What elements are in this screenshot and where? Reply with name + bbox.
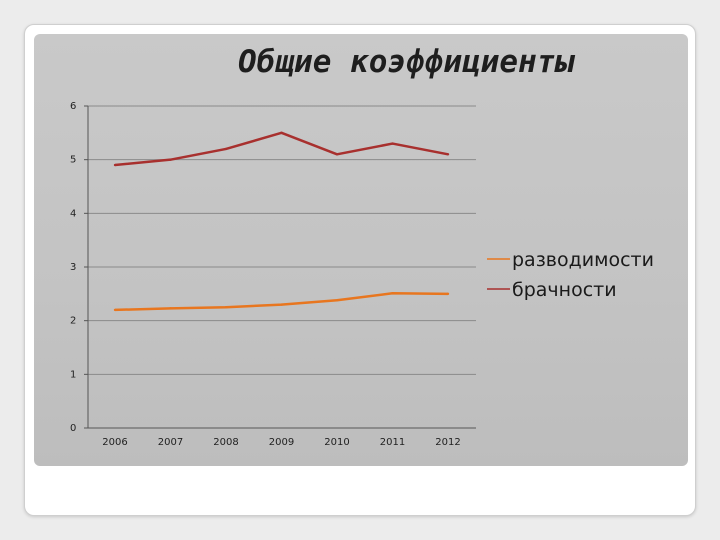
y-tick-label: 6	[70, 101, 76, 112]
data-point	[113, 308, 117, 312]
data-point	[169, 307, 172, 310]
x-tick-label: 2011	[380, 437, 405, 448]
series-lines	[113, 131, 450, 312]
x-tick-label: 2010	[324, 437, 349, 448]
data-point	[446, 292, 450, 296]
grid-lines	[88, 105, 476, 375]
y-tick-label: 0	[70, 423, 76, 434]
data-point	[335, 153, 339, 156]
data-point	[224, 147, 228, 151]
series-line-1	[114, 131, 449, 167]
x-tick-label: 2007	[158, 437, 183, 448]
data-point	[280, 131, 283, 135]
y-tick-label: 3	[70, 262, 76, 273]
series-line-0	[114, 292, 449, 312]
data-point	[446, 153, 450, 156]
data-point	[169, 158, 172, 161]
data-point	[335, 299, 339, 302]
data-point	[113, 163, 117, 167]
slide-title: Общие коэффициенты	[238, 44, 574, 80]
legend-label: брачности	[512, 279, 617, 301]
legend: разводимости брачности	[487, 249, 654, 301]
axes: 0 1 2 3 4 5 6 2006 2007 2008 2009 2010 2011 2012	[70, 101, 476, 448]
x-tick-label: 2008	[213, 437, 238, 448]
x-tick-label: 2012	[435, 437, 460, 448]
y-tick-label: 2	[70, 316, 76, 327]
legend-label: разводимости	[512, 249, 654, 271]
data-point	[280, 303, 283, 306]
x-tick-label: 2009	[269, 437, 294, 448]
y-tick-label: 1	[70, 369, 76, 380]
y-tick-label: 4	[70, 208, 76, 219]
x-tick-label: 2006	[102, 437, 127, 448]
data-point	[391, 292, 394, 295]
y-tick-label: 5	[70, 155, 76, 166]
data-point	[224, 306, 228, 309]
data-point	[391, 142, 394, 145]
